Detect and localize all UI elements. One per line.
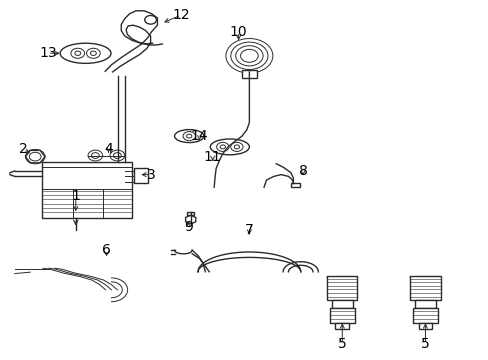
Text: 14: 14 — [190, 129, 208, 143]
Bar — [134, 168, 148, 183]
Text: 10: 10 — [229, 25, 247, 39]
Bar — [335, 323, 348, 329]
Text: 12: 12 — [172, 8, 189, 22]
Text: 2: 2 — [19, 143, 28, 156]
Bar — [241, 70, 257, 78]
Bar — [41, 162, 132, 218]
Bar — [329, 308, 354, 323]
Bar — [412, 308, 437, 323]
Text: 9: 9 — [183, 220, 192, 234]
Text: 3: 3 — [147, 168, 156, 181]
Text: 1: 1 — [71, 189, 80, 203]
Text: 11: 11 — [203, 150, 221, 163]
Bar — [331, 300, 352, 308]
Bar — [414, 300, 435, 308]
Text: 8: 8 — [298, 164, 307, 178]
Text: 7: 7 — [244, 224, 253, 237]
Text: 5: 5 — [420, 337, 429, 351]
Text: 6: 6 — [102, 243, 111, 257]
Bar — [290, 183, 299, 187]
Text: 5: 5 — [337, 337, 346, 351]
Bar — [326, 276, 357, 300]
Text: 4: 4 — [104, 143, 113, 156]
Bar — [409, 276, 440, 300]
Bar — [187, 212, 194, 215]
Bar — [418, 323, 431, 329]
Text: 13: 13 — [39, 46, 57, 60]
